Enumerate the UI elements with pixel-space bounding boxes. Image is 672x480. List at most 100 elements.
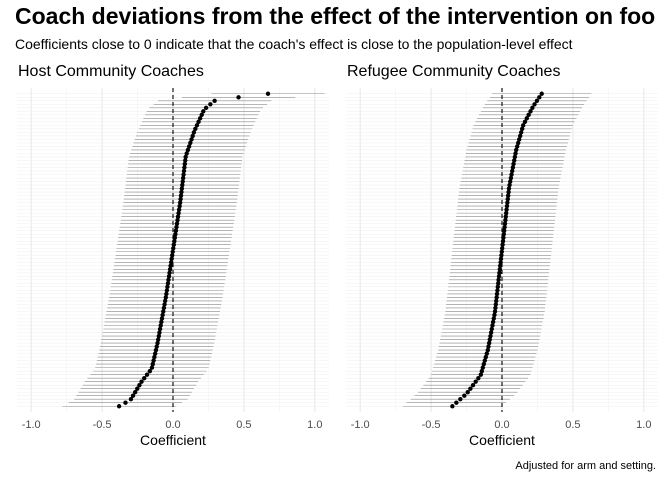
coach-point	[488, 333, 493, 339]
coach-point	[155, 340, 160, 346]
coach-point	[183, 158, 188, 163]
coach-point	[149, 365, 155, 370]
coach-point	[182, 165, 187, 170]
coach-point	[507, 182, 512, 188]
coach-point	[144, 372, 150, 377]
coach-point	[505, 196, 510, 202]
coach-point	[494, 298, 499, 304]
coach-point	[530, 105, 535, 111]
coach-point	[116, 404, 122, 409]
coach-point	[532, 102, 537, 107]
x-tick-label: 0.5	[236, 419, 251, 431]
coach-point	[497, 267, 503, 272]
coach-point	[462, 393, 467, 398]
coach-point	[498, 263, 503, 268]
coach-point	[175, 214, 181, 219]
coach-point	[173, 232, 178, 237]
coach-point	[161, 305, 167, 311]
coach-point	[476, 375, 481, 381]
coach-point	[496, 277, 501, 283]
coach-point	[171, 246, 176, 251]
coach-point	[516, 137, 522, 142]
coach-point	[174, 221, 180, 226]
coach-point	[494, 295, 499, 300]
coach-point	[499, 246, 505, 251]
x-tick-label: 1.0	[636, 419, 651, 431]
coach-point	[160, 312, 165, 318]
coach-point	[188, 140, 193, 146]
coach-point	[179, 186, 185, 191]
coach-point	[182, 161, 188, 167]
coach-point	[468, 386, 473, 391]
coach-point	[184, 151, 189, 156]
coach-point	[168, 260, 174, 265]
coach-point	[520, 123, 526, 128]
coach-point	[132, 390, 138, 395]
coach-point	[519, 126, 525, 132]
coach-point	[528, 109, 533, 114]
coach-point	[509, 172, 514, 177]
coach-point	[172, 239, 177, 244]
coach-point	[514, 147, 519, 153]
coach-point	[495, 288, 500, 293]
coach-point	[201, 109, 206, 114]
coach-point	[494, 291, 500, 297]
coach-point	[157, 326, 163, 332]
coach-point	[534, 98, 540, 103]
coach-point	[450, 404, 455, 409]
coach-point	[197, 116, 203, 121]
coach-point	[177, 200, 183, 205]
coach-point	[130, 393, 136, 398]
coach-point	[164, 288, 170, 293]
coach-point	[483, 354, 489, 360]
coach-point	[139, 379, 144, 384]
coach-point	[196, 119, 201, 125]
coach-point	[152, 354, 157, 360]
coach-point	[454, 400, 459, 405]
coach-point	[497, 270, 502, 276]
coach-point	[501, 228, 507, 233]
coach-point	[180, 175, 186, 181]
coach-point	[154, 344, 159, 349]
coach-point	[186, 144, 192, 149]
x-tick-label: -0.5	[93, 419, 112, 431]
coach-point	[150, 361, 155, 367]
coach-point	[180, 182, 185, 188]
coach-point	[515, 140, 521, 146]
coach-point	[156, 333, 162, 339]
coach-point	[173, 228, 179, 233]
x-axis-label-refugee: Coefficient	[469, 432, 535, 448]
coach-point	[501, 235, 506, 240]
coach-point	[190, 133, 195, 139]
coach-point	[503, 214, 508, 219]
coach-point	[169, 256, 174, 261]
x-tick-label: -1.0	[351, 419, 370, 431]
x-tick-label: 0.5	[565, 419, 580, 431]
coach-point	[508, 175, 514, 181]
coach-point	[191, 130, 197, 135]
coach-point	[486, 344, 491, 349]
coach-point	[189, 137, 194, 142]
coach-point	[518, 130, 524, 135]
coach-point	[137, 382, 142, 388]
coach-point	[492, 309, 498, 314]
panel-title-refugee: Refugee Community Coaches	[347, 63, 561, 80]
coach-point	[165, 284, 170, 290]
coach-point	[161, 309, 166, 314]
coach-point	[162, 298, 168, 304]
coach-point	[492, 312, 497, 318]
coach-point	[170, 253, 175, 258]
coach-point	[489, 326, 494, 332]
coach-point	[493, 302, 499, 307]
coach-point	[176, 210, 181, 216]
coach-point	[495, 284, 501, 290]
coach-point	[203, 105, 209, 111]
coach-point	[501, 232, 506, 237]
coach-point	[178, 193, 184, 198]
coach-point	[491, 316, 496, 321]
coach-point	[496, 281, 501, 286]
coach-point	[512, 158, 517, 163]
coach-point	[175, 217, 180, 223]
coach-point	[158, 323, 163, 328]
coach-point	[506, 186, 512, 191]
